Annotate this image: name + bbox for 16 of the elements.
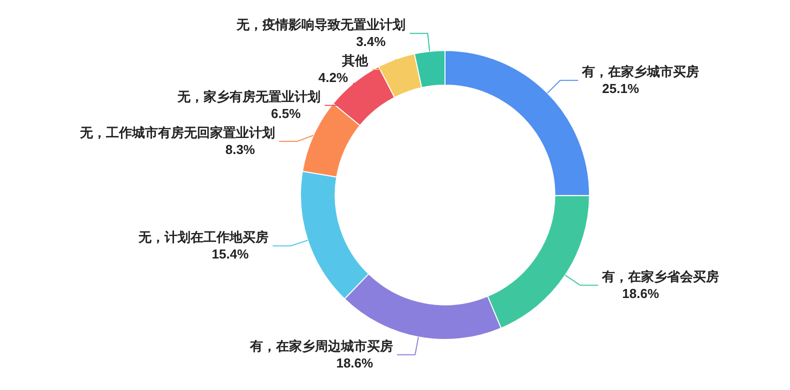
data-label: 18.6% [622,286,660,301]
data-label: 8.3% [225,142,256,157]
slice-label: 无，家乡有房无置业计划 [176,89,321,104]
data-label: 6.5% [271,106,302,121]
data-label: 18.6% [336,355,374,370]
slice-label: 有，在家乡省会买房 [601,268,720,284]
data-label: 15.4% [212,246,250,262]
slice-label: 无，计划在工作地买房 [138,229,269,244]
data-label: 4.2% [318,70,348,85]
slice-label: 有，在家乡城市买房 [581,64,700,79]
slice-label: 无，疫情影响导致无置业计划 [236,17,406,32]
slice-label: 其他 [341,53,370,68]
slice-label: 无，工作城市有房无回家置业计划 [78,125,275,140]
data-label: 25.1% [602,80,640,96]
data-label: 3.4% [356,34,386,49]
slice-label: 有，在家乡周边城市买房 [249,338,394,354]
